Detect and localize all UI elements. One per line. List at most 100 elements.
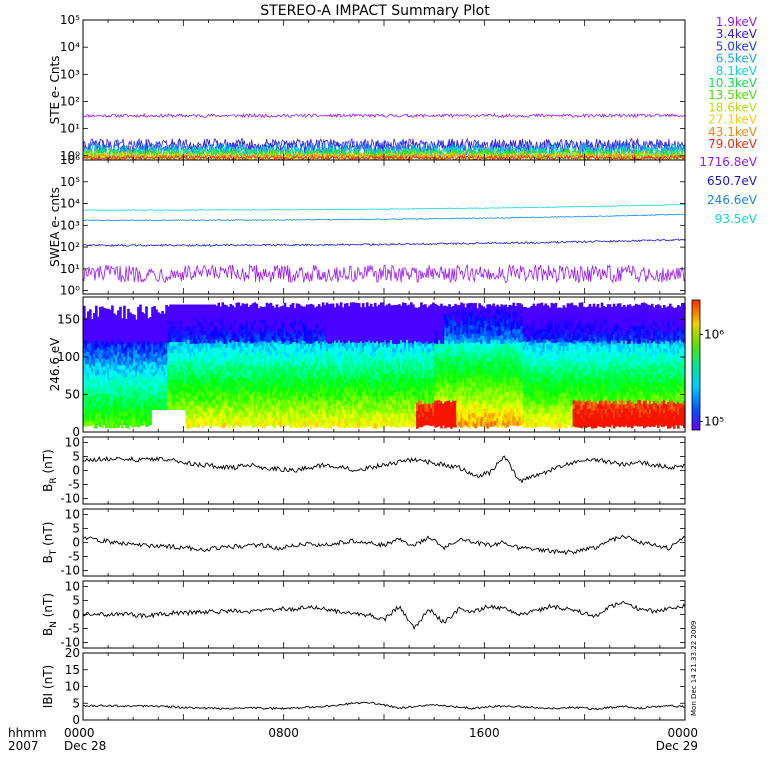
heatmap-cell: [263, 410, 267, 416]
heatmap-cell: [233, 401, 237, 406]
heatmap-cell: [141, 324, 144, 329]
heatmap-cell: [325, 324, 329, 330]
heatmap-cell: [396, 422, 399, 428]
heatmap-cell: [147, 383, 150, 388]
heatmap-cell: [181, 357, 184, 362]
heatmap-cell: [269, 315, 273, 321]
heatmap-cell: [225, 335, 229, 341]
heatmap-cell: [211, 351, 215, 357]
heatmap-cell: [325, 404, 329, 410]
heatmap-cell: [125, 396, 128, 401]
heatmap-cell: [131, 354, 134, 359]
heatmap-cell: [319, 315, 323, 321]
heatmap-cell: [121, 388, 124, 394]
heatmap-cell: [201, 387, 204, 393]
heatmap-cell: [327, 335, 331, 341]
heatmap-cell: [275, 343, 279, 349]
heatmap-cell: [199, 373, 202, 379]
heatmap-cell: [271, 421, 275, 427]
heatmap-cell: [329, 348, 333, 354]
heatmap-cell: [225, 326, 229, 332]
heatmap-cell: [133, 394, 136, 400]
heatmap-cell: [161, 310, 164, 316]
heatmap-cell: [167, 350, 170, 355]
heatmap-cell: [365, 333, 369, 339]
heatmap-cell: [307, 326, 311, 332]
heatmap-cell: [402, 306, 405, 312]
heatmap-cell: [301, 319, 305, 325]
y-tick-label: 10⁰: [60, 149, 80, 163]
heatmap-cell: [301, 387, 305, 393]
heatmap-cell: [295, 409, 299, 415]
heatmap-cell: [281, 420, 285, 426]
heatmap-cell: [379, 422, 383, 428]
heatmap-cell: [390, 418, 393, 423]
heatmap-cell: [281, 326, 285, 332]
heatmap-cell: [211, 420, 215, 426]
heatmap-cell: [365, 351, 369, 357]
heatmap-cell: [269, 302, 273, 308]
heatmap-cell: [189, 308, 192, 314]
heatmap-cell: [111, 314, 114, 320]
heatmap-cell: [388, 307, 391, 313]
heatmap-cell: [117, 414, 120, 420]
heatmap-cell: [107, 321, 110, 327]
heatmap-cell: [119, 390, 122, 396]
heatmap-cell: [319, 366, 323, 372]
heatmap-cell: [309, 388, 313, 394]
heatmap-cell: [267, 412, 271, 418]
heatmap-cell: [381, 391, 385, 397]
heatmap-cell: [287, 382, 291, 388]
heatmap-cell: [341, 393, 345, 398]
heatmap-cell: [404, 311, 407, 317]
heatmap-cell: [319, 414, 323, 420]
heatmap-cell: [313, 384, 317, 390]
heatmap-cell: [127, 308, 130, 314]
heatmap-cell: [273, 410, 277, 416]
heatmap-cell: [157, 364, 160, 369]
heatmap-cell: [235, 337, 239, 343]
heatmap-cell: [249, 330, 253, 336]
heatmap-cell: [255, 321, 259, 327]
heatmap-cell: [345, 333, 349, 339]
heatmap-cell: [229, 342, 233, 348]
heatmap-cell: [109, 326, 112, 332]
heatmap-cell: [275, 399, 279, 404]
heatmap-cell: [113, 407, 116, 413]
heatmap-cell: [309, 414, 313, 420]
heatmap-cell: [215, 361, 219, 367]
heatmap-cell: [183, 342, 186, 347]
heatmap-cell: [377, 347, 381, 353]
heatmap-cell: [97, 374, 100, 379]
heatmap-cell: [223, 330, 227, 336]
heatmap-cell: [99, 392, 102, 398]
heatmap-cell: [289, 357, 293, 363]
heatmap-cell: [113, 370, 116, 376]
heatmap-cell: [177, 383, 180, 388]
heatmap-cell: [235, 372, 239, 378]
heatmap-cell: [129, 344, 132, 350]
heatmap-cell: [193, 413, 196, 419]
heatmap-cell: [157, 402, 160, 407]
heatmap-cell: [424, 308, 427, 314]
y-tick-label: 10³: [60, 218, 80, 232]
heatmap-cell: [315, 327, 319, 333]
heatmap-cell: [215, 318, 219, 324]
heatmap-cell: [143, 365, 146, 370]
heatmap-cell: [321, 416, 325, 422]
heatmap-cell: [179, 308, 182, 313]
heatmap-cell: [191, 409, 194, 415]
heatmap-cell: [327, 401, 331, 407]
heatmap-cell: [275, 364, 279, 370]
heatmap-cell: [221, 418, 225, 424]
heatmap-cell: [237, 408, 241, 414]
heatmap-cell: [97, 324, 100, 329]
heatmap-cell: [293, 363, 297, 369]
heatmap-cell: [339, 311, 343, 317]
heatmap-cell: [95, 371, 98, 377]
heatmap-cell: [117, 335, 120, 341]
heatmap-cell: [223, 352, 227, 358]
heatmap-cell: [165, 368, 168, 373]
heatmap-cell: [97, 331, 100, 337]
heatmap-cell: [309, 397, 313, 403]
